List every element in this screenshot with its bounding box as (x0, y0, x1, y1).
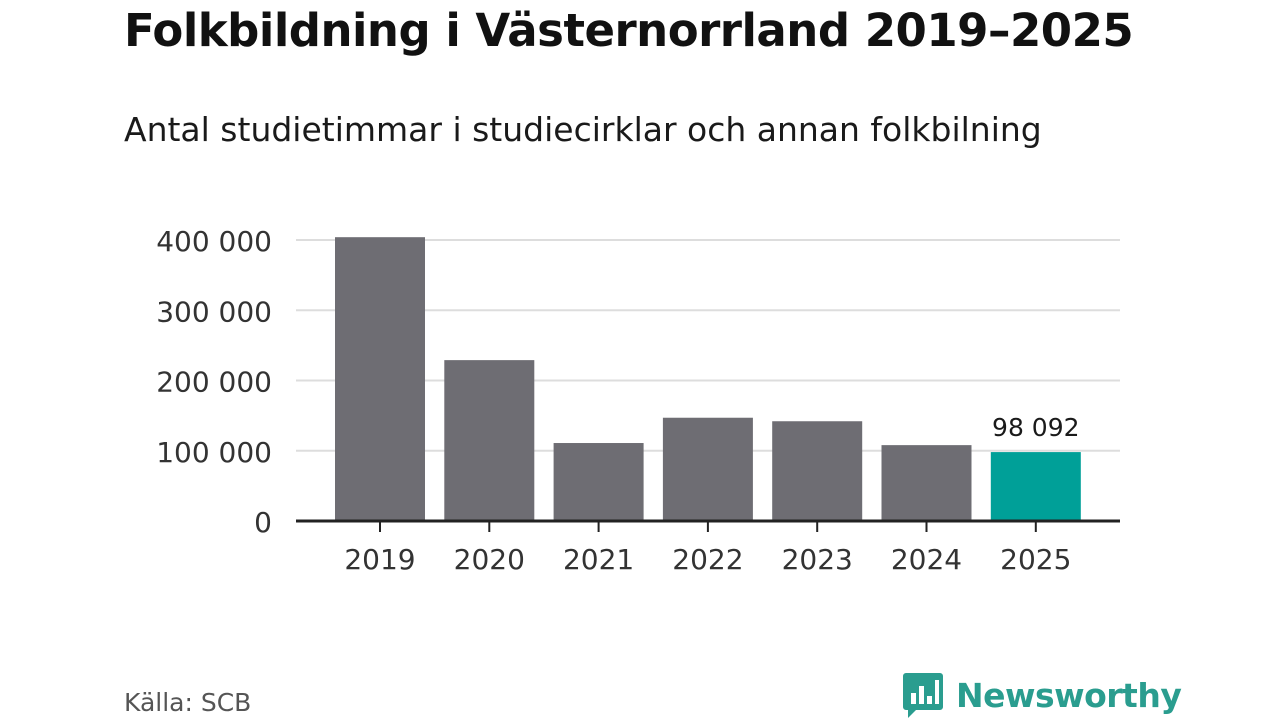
x-tick-label: 2022 (672, 543, 743, 576)
x-tick-label: 2025 (1000, 543, 1071, 576)
newsworthy-logo: Newsworthy (902, 670, 1182, 720)
newsworthy-logo-icon (903, 673, 943, 718)
y-tick-label: 300 000 (156, 295, 272, 328)
bar-2025 (990, 452, 1081, 521)
y-tick-label: 0 (254, 506, 272, 539)
data-label: 98 092 (992, 413, 1079, 442)
chart-title: Folkbildning i Västernorrland 2019–2025 (124, 4, 1134, 57)
x-tick-label: 2024 (891, 543, 962, 576)
bar-chart: 0 100 000 200 000 300 000 400 000 2019 2020 202… (156, 225, 1120, 576)
brand-name: Newsworthy (956, 675, 1182, 715)
bar-2023 (772, 421, 863, 521)
bar-2022 (662, 417, 753, 521)
source-label: Källa: SCB (124, 688, 252, 717)
bar-2024 (881, 445, 972, 521)
y-tick-label: 100 000 (156, 436, 272, 469)
y-tick-label: 400 000 (156, 225, 272, 258)
bar-2021 (553, 443, 644, 521)
x-tick-label: 2019 (344, 543, 415, 576)
chart-subtitle: Antal studietimmar i studiecirklar och a… (124, 110, 1042, 149)
bar-2019 (335, 237, 425, 521)
y-tick-label: 200 000 (156, 366, 272, 399)
x-tick-label: 2023 (782, 543, 853, 576)
x-tick-label: 2020 (454, 543, 525, 576)
bar-2020 (444, 360, 535, 521)
x-tick-label: 2021 (563, 543, 634, 576)
